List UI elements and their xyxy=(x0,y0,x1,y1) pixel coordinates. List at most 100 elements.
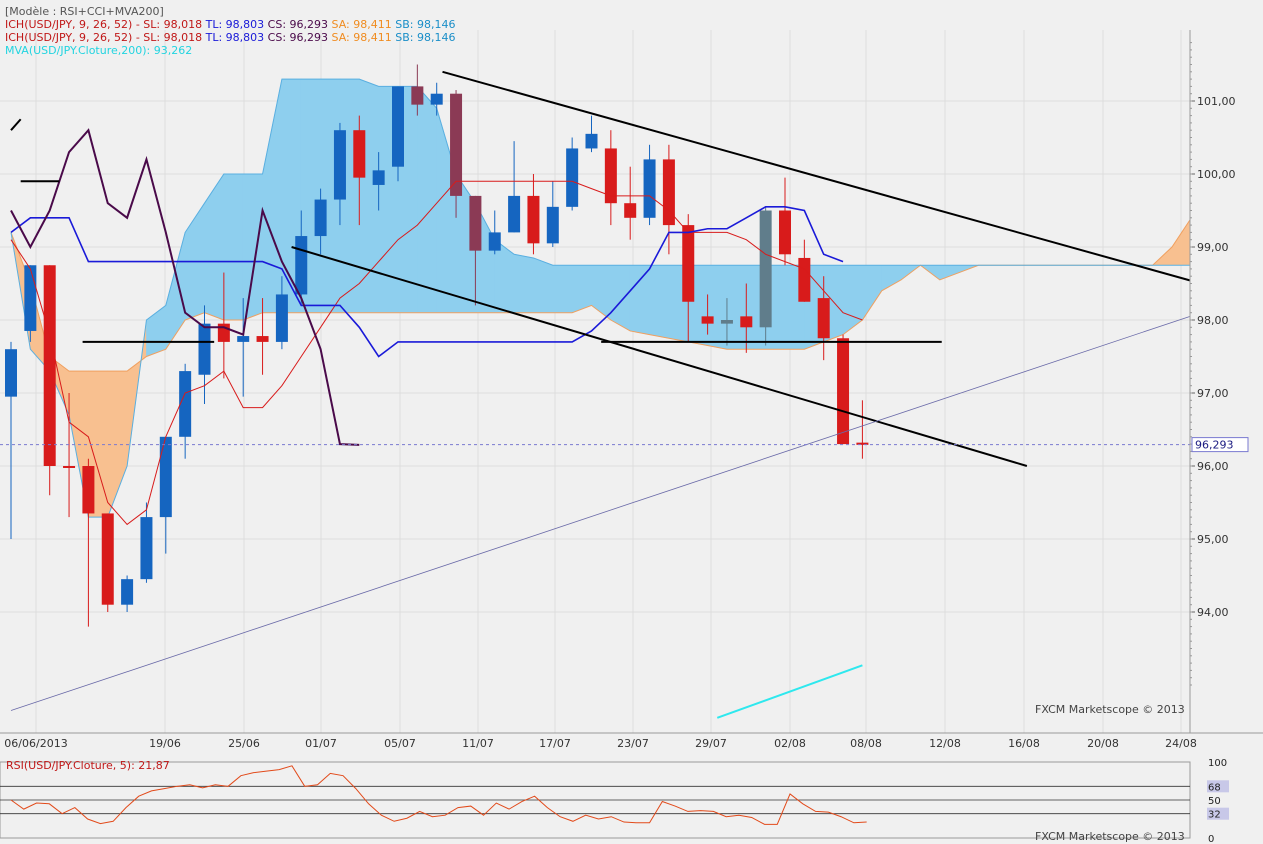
trendline xyxy=(10,118,22,131)
x-tick-label: 19/06 xyxy=(149,737,181,750)
cloud-segment xyxy=(417,85,438,314)
cloud-segment xyxy=(358,78,379,314)
x-tick-label: 16/08 xyxy=(1008,737,1040,750)
x-tick-label: 17/07 xyxy=(539,737,571,750)
tenkan-sen-line xyxy=(10,180,863,526)
x-tick-label: 20/08 xyxy=(1087,737,1119,750)
x-tick-label: 24/08 xyxy=(1165,737,1197,750)
model-label: [Modèle : RSI+CCI+MVA200] xyxy=(5,5,164,18)
candle-body xyxy=(508,195,521,233)
candle-body xyxy=(159,436,172,518)
candle-body xyxy=(121,579,134,605)
rsi-tick-bg xyxy=(1207,807,1229,820)
candle-body xyxy=(411,86,424,105)
x-tick-label: 02/08 xyxy=(774,737,806,750)
cloud-segment xyxy=(242,173,263,321)
y-tick-label: 97,00 xyxy=(1197,387,1229,400)
cloud-segment xyxy=(533,257,554,314)
candle-body xyxy=(624,203,637,218)
x-tick-label: 06/06/2013 xyxy=(4,737,67,750)
rsi-tick-label: 100 xyxy=(1208,758,1227,769)
cloud-segment xyxy=(649,264,670,339)
y-tick-label: 94,00 xyxy=(1197,606,1229,619)
candle-body xyxy=(198,323,211,375)
rsi-tick-bg xyxy=(1207,794,1229,806)
candle-body xyxy=(140,517,153,580)
ichimoku-legend-2: ICH(USD/JPY, 9, 26, 52) - SL: 98,018 TL:… xyxy=(5,31,456,44)
candle-body xyxy=(82,466,95,514)
candle-body xyxy=(101,513,114,605)
candle-body xyxy=(585,133,598,149)
cloud-segment xyxy=(571,264,592,314)
x-tick-label: 01/07 xyxy=(305,737,337,750)
candle-body xyxy=(63,466,76,468)
cloud-segment xyxy=(223,173,244,321)
candle-body xyxy=(392,86,404,167)
candle-body xyxy=(43,265,56,466)
candle-body xyxy=(720,320,733,324)
candle-body xyxy=(5,349,17,397)
watermark-rsi: FXCM Marketscope © 2013 xyxy=(1035,830,1185,843)
candle-body xyxy=(566,148,579,207)
cloud-segment xyxy=(552,264,573,314)
rsi-tick-bg xyxy=(1207,780,1229,793)
candle-body xyxy=(295,236,308,295)
candle-body xyxy=(430,93,443,105)
candle-body xyxy=(856,442,869,445)
x-axis-band xyxy=(0,733,1263,755)
cloud-segment xyxy=(726,264,747,350)
x-tick-label: 11/07 xyxy=(462,737,494,750)
candle-body xyxy=(604,148,617,204)
current-price-value: 96,293 xyxy=(1195,439,1234,452)
trendline xyxy=(442,70,1202,285)
candle-body xyxy=(527,195,540,244)
y-tick-label: 101,00 xyxy=(1197,95,1236,108)
x-tick-label: 29/07 xyxy=(695,737,727,750)
candle-body xyxy=(24,265,37,331)
x-tick-label: 05/07 xyxy=(384,737,416,750)
current-price-badge xyxy=(1191,437,1249,453)
candle-body xyxy=(837,338,850,445)
candle-body xyxy=(488,232,501,251)
candle-body xyxy=(759,210,772,328)
candle-body xyxy=(682,225,695,302)
cloud-segment xyxy=(513,253,534,314)
candle-body xyxy=(643,159,656,218)
candle-body xyxy=(798,257,811,302)
y-axis-panel xyxy=(1190,30,1263,733)
candle-body xyxy=(546,206,559,244)
x-tick-label: 23/07 xyxy=(617,737,649,750)
candle-body xyxy=(275,294,288,342)
y-tick-label: 98,00 xyxy=(1197,314,1229,327)
trendline xyxy=(10,312,1202,711)
rsi-tick-label: 0 xyxy=(1208,834,1214,844)
senkou-span-b xyxy=(10,78,1211,518)
y-tick-label: 99,00 xyxy=(1197,241,1229,254)
rsi-legend: RSI(USD/JPY.Cloture, 5): 21,87 xyxy=(6,759,170,772)
y-tick-label: 100,00 xyxy=(1197,168,1236,181)
y-tick-label: 95,00 xyxy=(1197,533,1229,546)
x-tick-label: 08/08 xyxy=(850,737,882,750)
candle-body xyxy=(179,371,192,437)
candle-body xyxy=(372,170,385,185)
kijun-sen-line xyxy=(10,206,844,358)
candle-body xyxy=(333,130,346,200)
rsi-tick-label: 50 xyxy=(1208,796,1221,807)
cloud-segment xyxy=(629,264,650,335)
rsi-tick-label: 68 xyxy=(1208,782,1221,793)
x-tick-label: 12/08 xyxy=(929,737,961,750)
candle-body xyxy=(740,316,753,328)
y-tick-label: 96,00 xyxy=(1197,460,1229,473)
rsi-tick-bg xyxy=(1207,832,1229,844)
candle-body xyxy=(353,130,366,178)
chikou-span-line xyxy=(10,128,360,446)
candle-body xyxy=(469,195,482,251)
ichimoku-legend-1: ICH(USD/JPY, 9, 26, 52) - SL: 98,018 TL:… xyxy=(5,18,456,31)
rsi-line xyxy=(10,765,867,825)
candle-body xyxy=(779,210,791,255)
candle-body xyxy=(314,199,327,237)
candle-body xyxy=(256,336,269,342)
watermark-main: FXCM Marketscope © 2013 xyxy=(1035,703,1185,716)
